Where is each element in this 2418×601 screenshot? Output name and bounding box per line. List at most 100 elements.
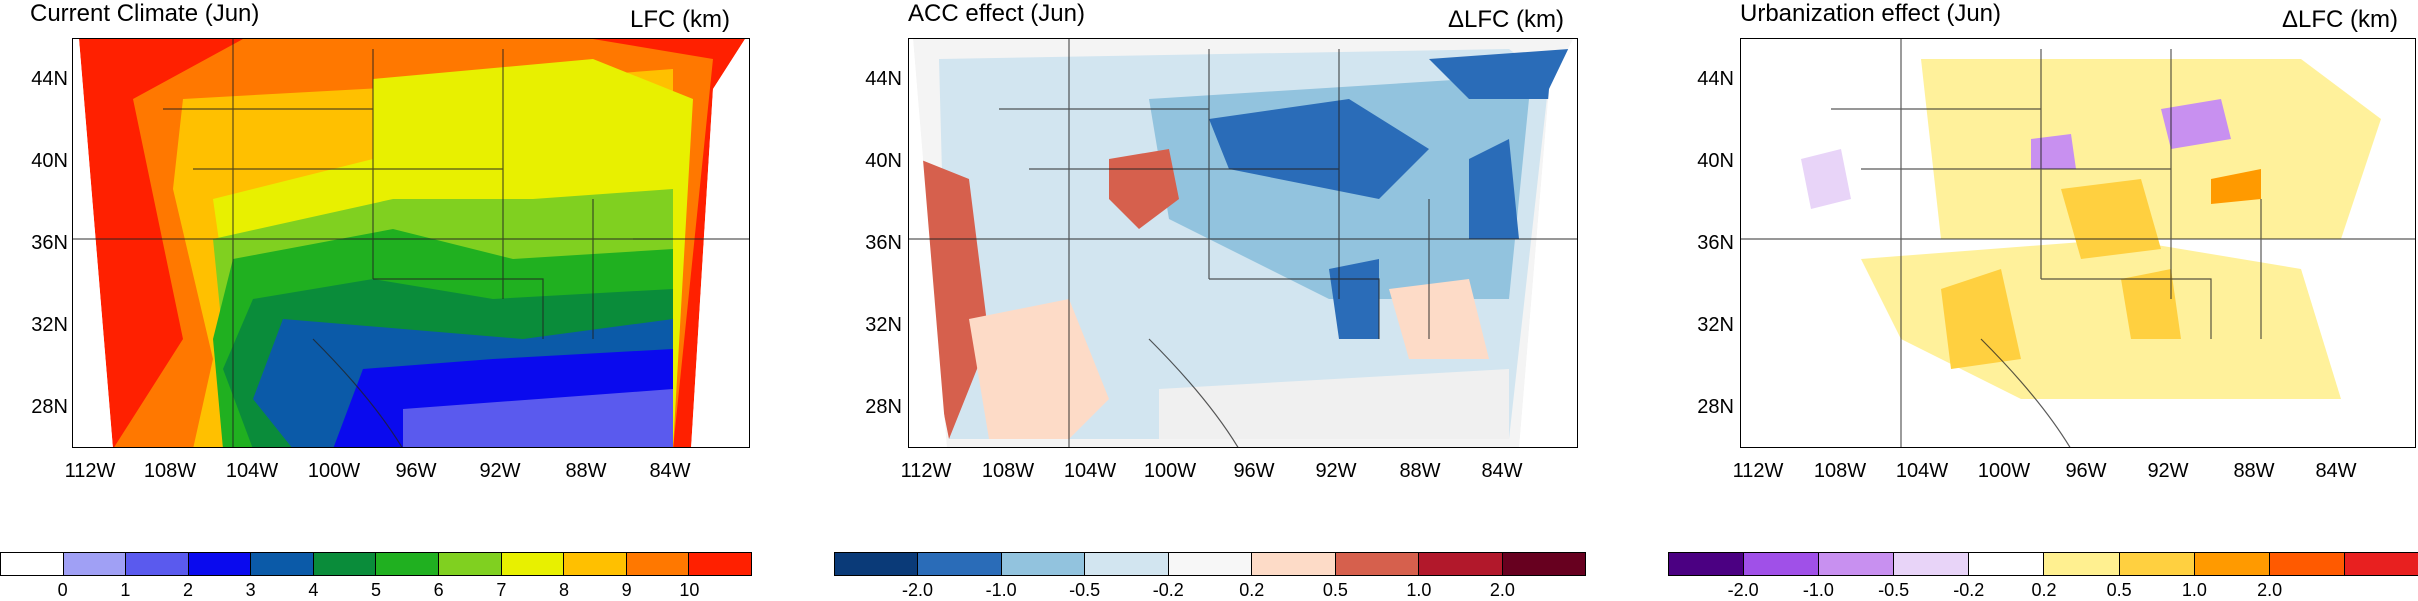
lon-label: 112W (900, 460, 952, 482)
field-strong-decrease-north (1209, 99, 1429, 199)
outside-domain-left (73, 39, 113, 447)
lon-label: 104W (1063, 460, 1117, 482)
colorbar-segment (126, 553, 189, 575)
field-weak-increase-southeast (1389, 279, 1489, 359)
lat-label: 40N (31, 150, 68, 172)
field-lfc-1 (403, 389, 673, 447)
colorbar-label: -0.5 (1878, 580, 1910, 600)
lon-label: 92W (479, 460, 521, 482)
lon-label: 96W (2065, 460, 2107, 482)
map-acc-effect (909, 39, 1577, 447)
map-frame (72, 38, 750, 448)
colorbar-label: 2.0 (2257, 580, 2283, 600)
colorbar-segment (1, 553, 64, 575)
colorbar-segment (1168, 553, 1253, 575)
colorbar (0, 552, 752, 576)
colorbar-segment (1744, 553, 1820, 575)
colorbar-segment (313, 553, 377, 575)
colorbar-label: -1.0 (1802, 580, 1834, 600)
panel-current-climate: Current Climate (Jun) LFC (km) (0, 0, 780, 600)
map-current-climate (73, 39, 749, 447)
state-boundaries (909, 39, 1577, 447)
colorbar-segment (2119, 553, 2195, 575)
outside-domain-right (691, 39, 749, 447)
colorbar-segment (188, 553, 252, 575)
colorbar-label: 2.0 (1489, 580, 1515, 600)
lat-label: 28N (865, 396, 902, 418)
lon-label: 108W (143, 460, 197, 482)
map-frame (1740, 38, 2416, 448)
colorbar-label: 0.5 (2106, 580, 2132, 600)
lon-label: 92W (1315, 460, 1357, 482)
field-moderate-increase-southeast (2121, 269, 2181, 339)
field-weak-increase-southwest (969, 299, 1109, 439)
lon-label: 88W (1399, 460, 1441, 482)
colorbar-label: 1.0 (2181, 580, 2207, 600)
colorbar-label: -0.2 (1953, 580, 1985, 600)
colorbar-segment (626, 553, 690, 575)
field-weak-increase-north (1921, 59, 2381, 239)
lon-label: 96W (1233, 460, 1275, 482)
colorbar-segment (2344, 553, 2418, 575)
colorbar-segment (2269, 553, 2345, 575)
colorbar-label: 0.2 (2031, 580, 2057, 600)
lat-label: 40N (865, 150, 902, 172)
colorbar-label: 4 (308, 580, 319, 600)
lon-label: 104W (225, 460, 279, 482)
panel-title: Current Climate (Jun) (30, 0, 260, 27)
lon-label: 100W (307, 460, 361, 482)
colorbar-label: 5 (370, 580, 381, 600)
panel-units: ΔLFC (km) (1448, 6, 1565, 33)
colorbar-segment (564, 553, 627, 575)
lat-label: 32N (1697, 314, 1734, 336)
colorbar-label: 0.5 (1322, 580, 1348, 600)
map-frame (908, 38, 1578, 448)
colorbar-label: -0.5 (1069, 580, 1101, 600)
lat-label: 36N (865, 232, 902, 254)
colorbar-segment (1894, 553, 1970, 575)
lon-label: 112W (1732, 460, 1784, 482)
colorbar-label: -0.2 (1152, 580, 1184, 600)
lon-label: 100W (1977, 460, 2031, 482)
lat-label: 36N (31, 232, 68, 254)
field-neutral-gulf (1159, 369, 1509, 439)
colorbar-segment (251, 553, 314, 575)
colorbar-segment (1819, 553, 1895, 575)
lat-label: 32N (865, 314, 902, 336)
lon-label: 88W (565, 460, 607, 482)
lon-label: 108W (1813, 460, 1867, 482)
colorbar-label: 8 (558, 580, 569, 600)
outside-domain-right (1519, 39, 1577, 447)
field-moderate-increase-southwest (1941, 269, 2021, 369)
map-urbanization-effect (1741, 39, 2415, 447)
colorbar (834, 552, 1586, 576)
lon-label: 104W (1895, 460, 1949, 482)
field-strong-increase (2211, 169, 2261, 204)
lat-label: 28N (1697, 396, 1734, 418)
colorbar-label: 6 (433, 580, 444, 600)
field-strong-decrease-northeast (1429, 49, 1569, 99)
state-boundaries (73, 39, 749, 447)
outside-domain-left (909, 39, 947, 447)
panel-title: ACC effect (Jun) (908, 0, 1085, 27)
colorbar-label: 1 (120, 580, 131, 600)
lat-label: 44N (1697, 68, 1734, 90)
colorbar-segment (835, 553, 919, 575)
colorbar-segment (63, 553, 127, 575)
lat-label: 32N (31, 314, 68, 336)
lat-label: 28N (31, 396, 68, 418)
lon-label: 84W (2315, 460, 2357, 482)
panel-units: ΔLFC (km) (2282, 6, 2399, 33)
colorbar-segment (1001, 553, 1086, 575)
colorbar (1668, 552, 2418, 576)
colorbar-label: -1.0 (985, 580, 1017, 600)
panel-acc-effect: ACC effect (Jun) ΔLFC (km) (834, 0, 1614, 600)
colorbar-label: 0 (57, 580, 68, 600)
lon-label: 88W (2233, 460, 2275, 482)
colorbar-label: 3 (245, 580, 256, 600)
colorbar-label: 10 (679, 580, 700, 600)
panel-units: LFC (km) (630, 6, 730, 33)
colorbar-label: -2.0 (1727, 580, 1759, 600)
lat-label: 44N (865, 68, 902, 90)
lon-label: 92W (2147, 460, 2189, 482)
